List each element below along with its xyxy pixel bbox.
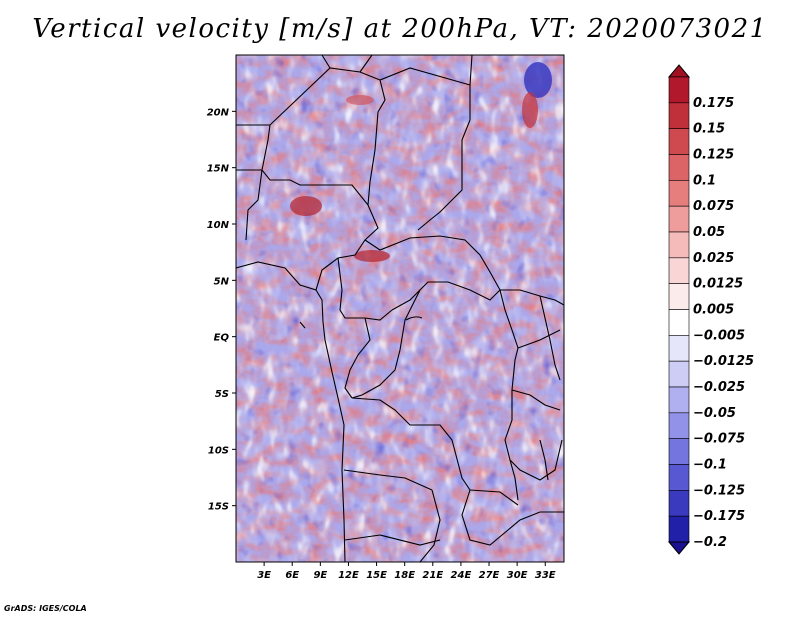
- colorbar-swatch: [668, 515, 690, 543]
- lon-tick-label: 27E: [479, 570, 500, 581]
- colorbar-swatch: [668, 283, 690, 310]
- lon-tick-label: 33E: [535, 570, 556, 581]
- colorbar-label: −0.005: [693, 328, 745, 343]
- colorbar-swatch: [668, 231, 690, 259]
- lat-tick-label: 15N: [207, 164, 230, 175]
- colorbar-label: 0.15: [693, 122, 725, 137]
- colorbar-swatch: [668, 128, 690, 155]
- colorbar-swatch: [668, 438, 690, 465]
- lon-tick-label: 15E: [366, 570, 387, 581]
- colorbar-label: −0.0125: [693, 354, 754, 369]
- latitude-axis: 20N 15N 10N 5N EQ 5S 10S 15S: [207, 107, 236, 513]
- colorbar-swatch: [668, 205, 690, 233]
- colorbar-swatch: [668, 309, 690, 336]
- colorbar-label: −0.2: [693, 535, 727, 550]
- map-frame: [235, 54, 565, 563]
- colorbar-swatch: [668, 335, 690, 362]
- lon-tick-label: 12E: [338, 570, 359, 581]
- borders: [236, 55, 564, 562]
- lon-tick-label: 3E: [257, 570, 271, 581]
- colorbar-swatch: [668, 102, 690, 129]
- lat-tick-label: 10N: [207, 220, 230, 231]
- colorbar-swatch: [668, 257, 690, 284]
- colorbar-label: 0.075: [693, 199, 734, 214]
- lat-tick-label: 10S: [208, 445, 229, 456]
- longitude-axis: 3E 6E 9E 12E 15E 18E 21E 24E 27E 30E 33E: [257, 562, 556, 581]
- lon-tick-label: 24E: [451, 570, 472, 581]
- colorbar-swatch: [668, 490, 690, 517]
- lat-tick-label: EQ: [214, 333, 230, 344]
- lon-tick-label: 30E: [507, 570, 528, 581]
- lon-tick-label: 9E: [313, 570, 327, 581]
- grads-credit: GrADS: IGES/COLA: [4, 604, 87, 613]
- lon-tick-label: 18E: [394, 570, 415, 581]
- colorbar-top-arrow: [667, 64, 691, 78]
- colorbar-label: −0.05: [693, 406, 736, 421]
- lon-tick-label: 21E: [422, 570, 443, 581]
- colorbar-label: 0.125: [693, 148, 734, 163]
- colorbar-swatch: [668, 76, 690, 104]
- colorbar: 0.175 0.15 0.125 0.1 0.075 0.05 0.025 0.0125 0.0…: [667, 64, 754, 555]
- lat-tick-label: 15S: [208, 502, 229, 513]
- colorbar-label: 0.0125: [693, 277, 743, 292]
- colorbar-label: −0.175: [693, 509, 745, 524]
- lat-tick-label: 5N: [214, 276, 230, 287]
- lat-tick-label: 5S: [215, 389, 229, 400]
- lat-tick-label: 20N: [207, 107, 230, 118]
- vertical-velocity-field: [236, 55, 564, 562]
- colorbar-bottom-arrow: [667, 541, 691, 555]
- colorbar-label: −0.125: [693, 483, 745, 498]
- colorbar-label: −0.025: [693, 380, 745, 395]
- colorbar-label: −0.075: [693, 432, 745, 447]
- colorbar-label: 0.05: [693, 225, 725, 240]
- colorbar-label: 0.1: [693, 173, 716, 188]
- colorbar-swatch: [668, 412, 690, 439]
- colorbar-swatch: [668, 154, 690, 181]
- colorbar-label: 0.175: [693, 96, 734, 111]
- map-title: Vertical velocity [m/s] at 200hPa, VT: 2…: [32, 14, 768, 44]
- colorbar-swatch: [668, 180, 690, 207]
- colorbar-swatch: [668, 360, 690, 388]
- colorbar-swatch: [668, 386, 690, 414]
- colorbar-label: 0.005: [693, 303, 734, 318]
- lon-tick-label: 6E: [285, 570, 299, 581]
- colorbar-label: −0.1: [693, 458, 727, 473]
- colorbar-swatch: [668, 464, 690, 491]
- colorbar-label: 0.025: [693, 251, 734, 266]
